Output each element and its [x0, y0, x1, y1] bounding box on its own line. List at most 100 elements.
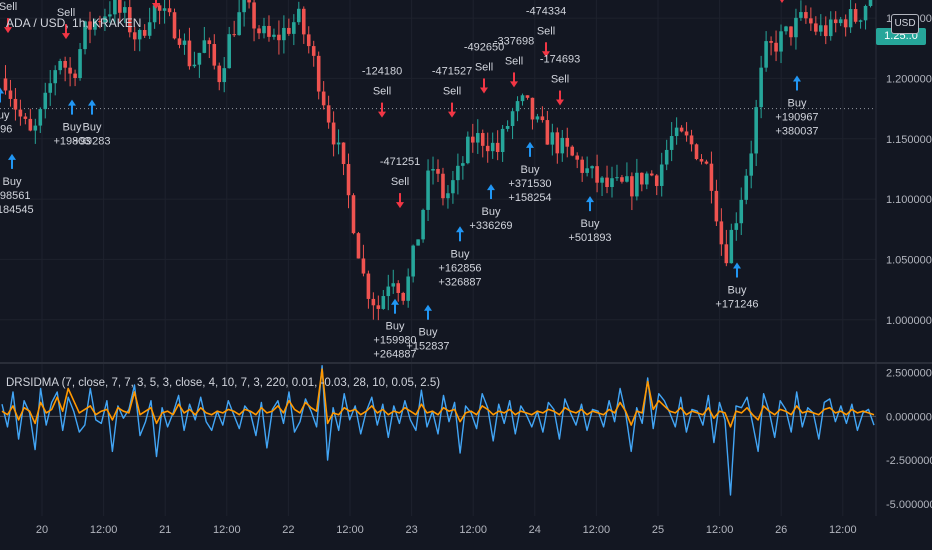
time-tick-label: 21 [159, 524, 171, 536]
candle-body [212, 44, 217, 66]
candle-body [18, 109, 23, 117]
sell-label: Sell [57, 7, 75, 19]
candle-body [78, 49, 82, 78]
candle-body [659, 164, 664, 186]
sell-marker: -471251 Sell [380, 156, 420, 209]
sell-arrow-head [396, 202, 404, 209]
candle-body [257, 28, 261, 34]
candle-body [575, 155, 579, 160]
sell-arrow-head [448, 111, 456, 118]
candle-body [560, 137, 565, 154]
candle-body [441, 173, 445, 199]
candle-body [123, 7, 127, 13]
symbol-title[interactable]: ADA / USD, 1h, KRAKEN [6, 16, 142, 30]
candle-body [301, 8, 306, 35]
candle-body [132, 32, 137, 40]
candle-body [88, 21, 92, 30]
buy-label: +99283 [73, 136, 110, 148]
candle-body [600, 177, 604, 183]
time-tick-label: 12:00 [706, 524, 734, 536]
candle-body [605, 177, 609, 188]
time-tick-label: 23 [405, 524, 417, 536]
candle-body [868, 0, 873, 6]
buy-arrow-head [733, 262, 741, 269]
candle-body [68, 67, 72, 74]
candle-body [858, 20, 863, 22]
candle-body [351, 195, 356, 234]
sell-marker: -286555Sell [57, 7, 75, 40]
candle-body [694, 144, 699, 160]
buy-label: +326887 [438, 276, 481, 288]
buy-label: Buy [419, 327, 438, 339]
candle-body [152, 5, 157, 23]
candle-body [620, 177, 624, 182]
candle-body [580, 159, 584, 173]
buy-label: Buy [788, 97, 807, 109]
currency-badge[interactable]: USD [891, 14, 919, 34]
candle-body [769, 41, 773, 43]
sell-marker: -124180 Sell [362, 66, 402, 118]
candle-body [635, 172, 639, 197]
candle-body [525, 95, 530, 98]
candle-body [8, 90, 13, 99]
candle-body [466, 136, 470, 164]
buy-label: +190967 [775, 111, 818, 123]
buy-label: +336269 [469, 220, 512, 232]
indicator-tick-label: 0.000000 [886, 411, 932, 423]
buy-label: +159980 [373, 335, 416, 347]
buy-label: Buy [521, 164, 540, 176]
candle-body [520, 95, 525, 102]
candle-body [704, 161, 709, 164]
sell-label: -471251 [380, 156, 420, 168]
candle-body [475, 133, 480, 143]
buy-marker: Buy +171246 [715, 262, 759, 311]
candle-body [43, 92, 48, 110]
candle-body [833, 19, 838, 24]
candle-body [774, 42, 778, 52]
time-tick-label: 25 [652, 524, 664, 536]
candle-body [98, 21, 102, 23]
candle-body [406, 276, 410, 301]
buy-label: Buy [3, 176, 22, 188]
sell-marker: -492650 Sell [464, 41, 504, 94]
buy-marker: Buy +99283 [73, 99, 111, 148]
sell-marker: -474334 Sell [526, 5, 566, 58]
sell-arrow-head [62, 33, 70, 40]
candle-body [182, 40, 187, 45]
candle-body [33, 125, 38, 131]
candle-body [654, 175, 659, 186]
candle-body [625, 176, 629, 182]
price-tick-label: 1.050000 [886, 254, 932, 266]
candle-body [242, 0, 246, 13]
candles [3, 0, 873, 321]
candle-body [137, 30, 142, 40]
candle-body [729, 229, 734, 264]
indicator-title[interactable]: DRSIDMA (7, close, 7, 7, 3, 5, 3, close,… [6, 377, 441, 389]
candle-body [843, 19, 848, 28]
candle-body [23, 116, 28, 119]
candle-body [83, 21, 87, 50]
sell-label: Sell [551, 74, 569, 86]
buy-arrow-head [526, 141, 534, 148]
sell-label: -124180 [362, 66, 402, 78]
time-tick-label: 26 [775, 524, 787, 536]
candle-body [396, 283, 401, 293]
candle-body [664, 149, 669, 165]
time-tick-label: 12:00 [336, 524, 364, 536]
sell-label: Sell [0, 1, 17, 13]
buy-label: Buy [451, 248, 470, 260]
candle-body [227, 34, 231, 69]
buy-label: +380037 [775, 125, 818, 137]
time-tick-label: 12:00 [90, 524, 118, 536]
candle-body [282, 27, 286, 41]
candle-body [495, 142, 500, 153]
buy-label: Buy [386, 321, 405, 333]
sell-label: Sell [443, 86, 461, 98]
sell-arrow-head [510, 81, 518, 88]
candle-body [321, 91, 326, 106]
candle-body [272, 34, 276, 37]
candle-body [719, 221, 724, 245]
candle-body [848, 9, 853, 28]
candle-body [277, 34, 281, 41]
